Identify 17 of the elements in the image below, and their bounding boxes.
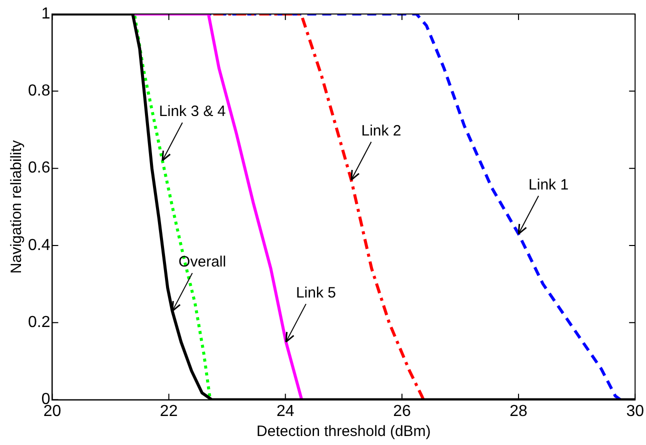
x-tick-label: 24 <box>276 402 294 420</box>
x-tick-label: 22 <box>160 402 178 420</box>
annotation: Link 3 & 4 <box>159 103 226 120</box>
x-tick-label: 28 <box>510 402 528 420</box>
annotation: Link 2 <box>361 122 402 140</box>
y-axis-title: Navigation reliability <box>8 140 26 274</box>
annotation: Link 5 <box>296 284 336 302</box>
y-tick-label: 1 <box>41 5 50 22</box>
annotation: Link 1 <box>528 176 569 194</box>
y-tick-label: 0.8 <box>28 82 50 100</box>
annotation: Overall <box>178 254 226 271</box>
y-tick-label: 0.4 <box>28 236 50 254</box>
x-axis-title: Detection threshold (dBm) <box>256 423 431 440</box>
x-tick-label: 30 <box>626 402 644 420</box>
y-tick-label: 0.2 <box>28 314 50 332</box>
y-tick-label: 0.6 <box>28 160 50 177</box>
x-tick-label: 26 <box>393 402 411 420</box>
